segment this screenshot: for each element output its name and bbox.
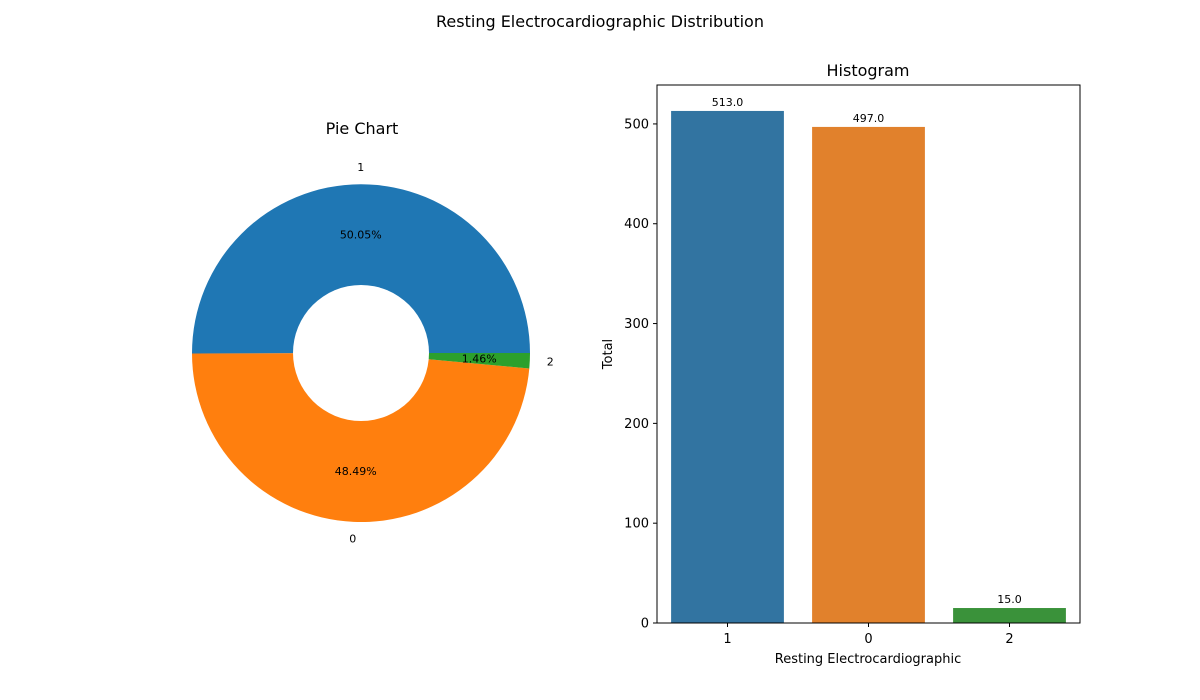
x-tick-label: 0 [864, 632, 872, 647]
y-tick-label: 100 [624, 517, 649, 532]
figure-suptitle: Resting Electrocardiographic Distributio… [436, 12, 764, 31]
x-tick-label: 2 [1005, 632, 1013, 647]
histogram-ticks: 0 100 200 300 400 500 1 0 2 [624, 117, 1013, 647]
pie-category-label: 0 [349, 533, 356, 546]
histogram-title: Histogram [827, 61, 910, 80]
y-tick-label: 300 [624, 317, 649, 332]
bar-value-label: 513.0 [712, 96, 744, 109]
pie-texts: 1 50.05% 0 48.49% 2 1.46% [335, 161, 554, 546]
y-tick-label: 500 [624, 117, 649, 132]
bar-value-label: 497.0 [853, 112, 885, 125]
pie-chart-panel: Pie Chart 1 50.05% 0 48.49% 2 1.46% [191, 119, 554, 546]
x-tick-label: 1 [723, 632, 731, 647]
y-tick-label: 400 [624, 217, 649, 232]
pie-chart-title: Pie Chart [326, 119, 399, 138]
histogram-y-axis-label: Total [601, 339, 616, 370]
pie-percent-label: 50.05% [340, 229, 382, 242]
pie-percent-label: 48.49% [335, 465, 377, 478]
histogram-x-axis-label: Resting Electrocardiographic [775, 652, 962, 667]
histogram-bar-labels: 513.0 497.0 15.0 [712, 96, 1022, 606]
histogram-bar-0 [812, 126, 925, 624]
histogram-bar-1 [671, 110, 784, 623]
y-tick-label: 0 [641, 617, 649, 632]
pie-percent-label: 1.46% [462, 352, 497, 365]
histogram-axes-frame [656, 84, 1081, 624]
y-tick-label: 200 [624, 417, 649, 432]
histogram-bar-2 [953, 608, 1066, 623]
bar-value-label: 15.0 [997, 593, 1022, 606]
pie-category-label: 2 [547, 356, 554, 369]
pie-category-label: 1 [357, 161, 364, 174]
pie-slice-1 [191, 184, 530, 354]
histogram-panel: Histogram 0 100 200 300 400 500 1 0 2 513.0 497.0… [601, 61, 1081, 667]
pie-slices [191, 184, 530, 523]
donut-hole [293, 285, 429, 421]
pie-slice-0 [192, 353, 530, 523]
histogram-bars [671, 110, 1066, 624]
